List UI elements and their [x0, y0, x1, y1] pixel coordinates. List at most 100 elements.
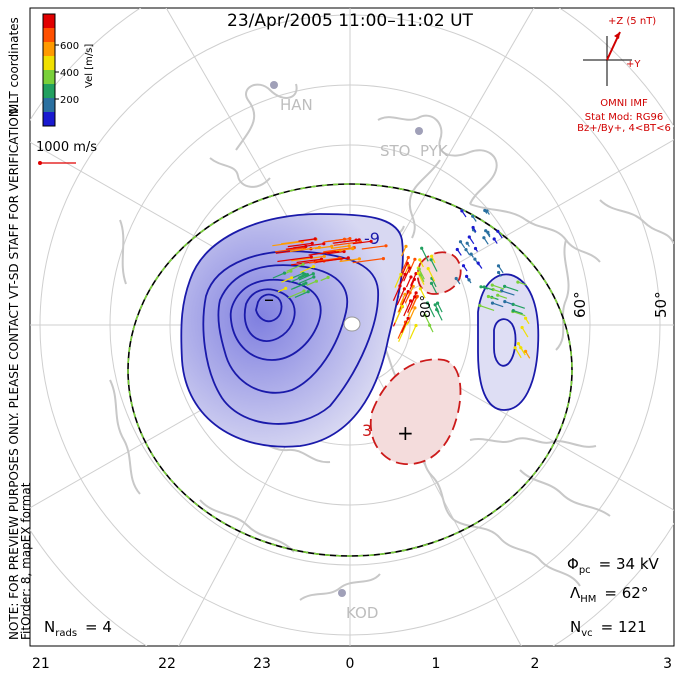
velocity-vector	[392, 285, 401, 301]
velocity-vector	[488, 295, 496, 300]
velocity-vector-origin	[342, 237, 347, 241]
mlt-tick-label: 21	[32, 656, 50, 672]
velocity-vector	[409, 279, 415, 290]
lat-label-50: 50°	[652, 291, 670, 318]
lat-label-80: 80°	[419, 295, 434, 318]
velocity-vector	[434, 304, 440, 313]
mlt-axis: 21 22 23 0 1 2 3	[32, 656, 672, 672]
velocity-vector-origin	[369, 239, 373, 243]
velocity-vector	[407, 307, 416, 324]
scale-vector-label: 1000 m/s	[36, 140, 97, 155]
velocity-vector	[475, 248, 478, 252]
colorbar-tick-400: 400	[60, 68, 79, 79]
velocity-vector	[297, 276, 315, 285]
positive-cell	[369, 251, 462, 465]
velocity-vector	[419, 259, 424, 268]
velocity-vector	[403, 300, 412, 317]
velocity-vector	[408, 259, 416, 273]
velocity-vector	[298, 238, 316, 242]
velocity-vector	[468, 279, 472, 284]
stat-phi-pc: Φpc = 34 kV	[567, 555, 660, 576]
velocity-vector	[289, 246, 320, 252]
velocity-vector	[492, 288, 502, 293]
velocity-vector	[493, 238, 498, 244]
velocity-vector	[314, 257, 340, 262]
velocity-vector	[290, 274, 307, 283]
velocity-vector	[323, 247, 355, 253]
velocity-vector	[421, 247, 429, 262]
velocity-vector	[525, 317, 530, 325]
colorbar-segment	[43, 28, 55, 43]
velocity-vector	[460, 241, 466, 249]
velocity-vector	[463, 265, 468, 272]
colorbar-segment	[43, 14, 55, 29]
velocity-vector	[396, 288, 405, 306]
svg-text:Nrads= 4: Nrads = 4	[44, 618, 112, 639]
velocity-vector	[281, 277, 292, 283]
velocity-vector	[436, 309, 443, 321]
velocity-vector	[296, 258, 322, 264]
imf-condition: Bz+/By+, 4<BT<6	[577, 123, 671, 134]
svg-text:ΛHM= 62°: ΛHM = 62°	[570, 584, 648, 605]
velocity-vector	[472, 227, 477, 233]
velocity-vector	[480, 286, 488, 290]
velocity-vector	[339, 258, 360, 263]
velocity-vector	[409, 325, 417, 340]
velocity-vector	[492, 284, 505, 290]
velocity-vector	[419, 274, 425, 283]
velocity-vector	[437, 302, 443, 313]
colorbar-label: Vel [m/s]	[84, 44, 95, 88]
map-title: 23/Apr/2005 11:00–11:02 UT	[227, 11, 473, 31]
velocity-vector	[455, 278, 461, 285]
velocity-vector	[487, 232, 491, 236]
velocity-vector	[431, 255, 436, 264]
velocity-vector	[314, 245, 332, 250]
mlt-tick-label: 23	[253, 656, 271, 672]
velocity-vector	[470, 253, 474, 258]
velocity-vector	[287, 242, 313, 248]
velocity-vector	[430, 259, 438, 272]
contour-label-positive: 3	[362, 421, 372, 440]
velocity-vector	[297, 273, 306, 279]
velocity-vector	[299, 266, 314, 274]
velocity-vector	[398, 291, 409, 313]
colorbar-segment	[43, 84, 55, 99]
colorbar-segment	[43, 98, 55, 113]
velocity-vector	[306, 280, 317, 286]
velocity-vector	[504, 301, 513, 305]
velocity-vector	[405, 276, 412, 288]
velocity-colorbar	[42, 13, 59, 127]
velocity-vector	[294, 291, 309, 298]
colorbar-tick-600: 600	[60, 41, 79, 52]
pole-marker	[343, 316, 361, 332]
velocity-vector	[277, 256, 312, 263]
imf-dial	[583, 31, 632, 86]
negative-cell-dawn	[477, 273, 540, 411]
mlt-tick-label: 2	[531, 656, 540, 672]
velocity-vector	[497, 230, 503, 239]
velocity-vector	[394, 274, 402, 288]
hmb-boundary-dash	[127, 183, 573, 557]
velocity-vector	[404, 292, 411, 304]
velocity-vector	[352, 258, 384, 264]
velocity-vector	[497, 294, 508, 299]
fit-order-info: FitOrder: 8, mapEX format	[19, 482, 33, 640]
velocity-vector	[352, 240, 372, 245]
potential-minimum-marker: –	[264, 287, 274, 311]
mlt-tick-label: 1	[432, 656, 441, 672]
velocity-vector	[403, 267, 411, 282]
colorbar-tick-200: 200	[60, 95, 79, 106]
radar-site-markers	[270, 81, 423, 597]
velocity-vector	[290, 282, 307, 290]
velocity-vector	[323, 238, 345, 243]
velocity-vector	[407, 296, 416, 313]
velocity-vector	[427, 268, 436, 282]
stat-n-rads: Nrads = 4	[44, 618, 112, 639]
colorbar-segment	[43, 42, 55, 57]
imf-source: OMNI IMF	[600, 98, 648, 109]
mlt-tick-label: 0	[346, 656, 355, 672]
negative-cell	[180, 213, 404, 448]
velocity-vector	[401, 257, 409, 273]
scale-vector	[38, 161, 76, 165]
velocity-vector	[320, 276, 329, 282]
